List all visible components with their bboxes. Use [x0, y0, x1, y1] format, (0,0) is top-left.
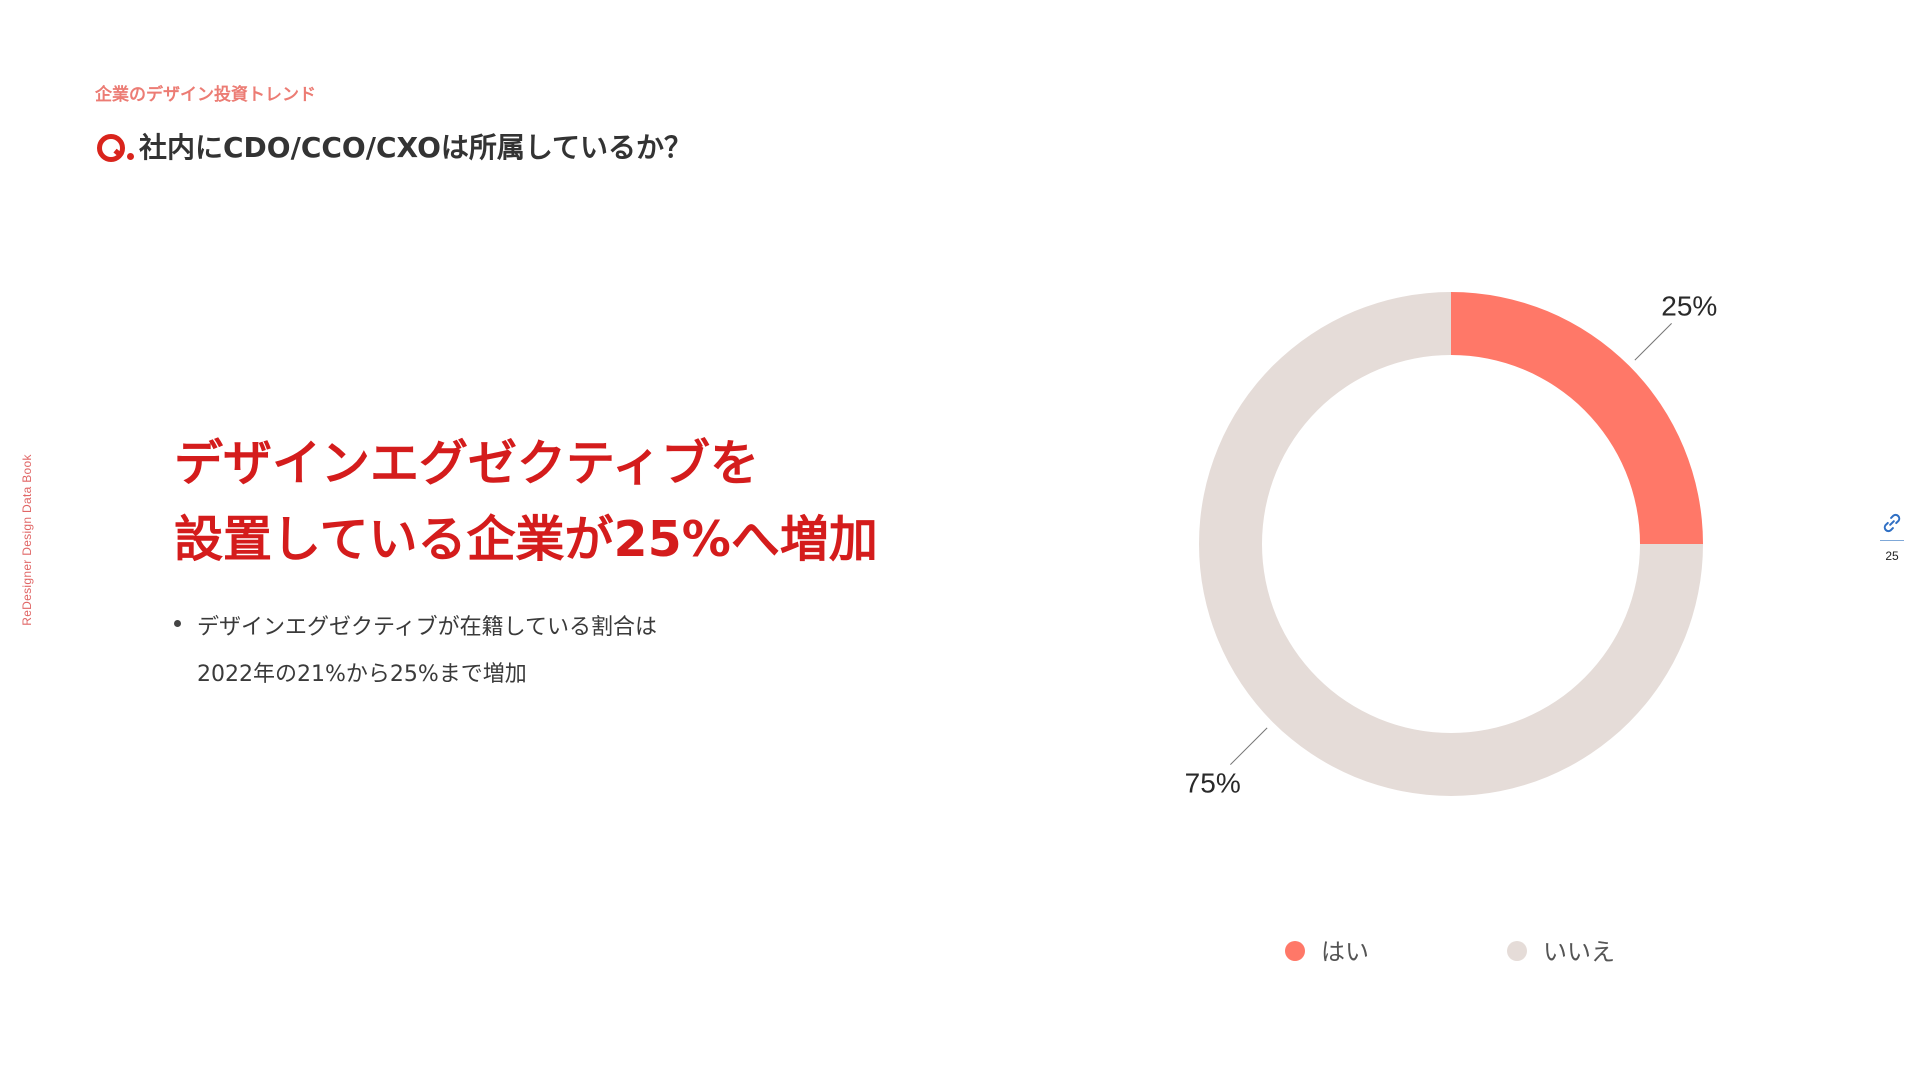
link-icon[interactable]: [1881, 512, 1903, 534]
bullet-dot-icon: [174, 620, 181, 627]
category-label: 企業のデザイン投資トレンド: [95, 85, 316, 105]
legend-swatch-2: [1507, 941, 1527, 961]
bullet-list: デザインエグゼクティブが在籍している割合は 2022年の21%から25%まで増加: [174, 604, 657, 698]
leader-line-2: [1230, 727, 1268, 765]
donut-slice-1: [1451, 292, 1703, 544]
page-tools: 25: [1878, 512, 1906, 563]
headline-line-2: 設置している企業が25%へ増加: [174, 511, 878, 568]
legend-swatch-1: [1285, 941, 1305, 961]
legend-label-2: いいえ: [1543, 938, 1615, 966]
bullet-line-2: 2022年の21%から25%まで増加: [197, 662, 527, 687]
question-heading: 社内にCDO/CCO/CXOは所属しているか？: [95, 124, 692, 168]
tool-divider: [1880, 540, 1904, 541]
page-number: 25: [1885, 549, 1899, 563]
legend-label-1: はい: [1321, 938, 1369, 966]
data-label-1: 25%: [1661, 291, 1717, 322]
headline: デザインエグゼクティブを 設置している企業が25%へ増加: [174, 426, 878, 578]
bullet-line-1: デザインエグゼクティブが在籍している割合は: [197, 615, 658, 640]
leader-line-1: [1634, 323, 1672, 361]
headline-line-1: デザインエグゼクティブを: [174, 435, 760, 492]
q-mark-icon: [95, 131, 137, 162]
list-item: デザインエグゼクティブが在籍している割合は 2022年の21%から25%まで増加: [174, 604, 657, 698]
data-label-2: 75%: [1185, 767, 1241, 798]
question-text: 社内にCDO/CCO/CXOは所属しているか？: [139, 131, 693, 164]
